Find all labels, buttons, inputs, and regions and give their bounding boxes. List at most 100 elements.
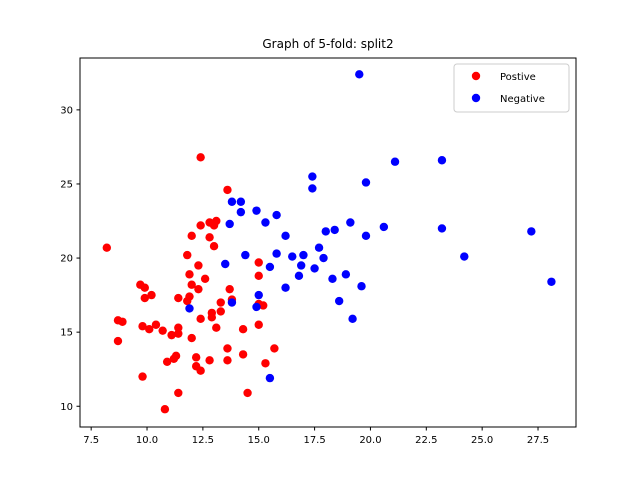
data-point-postive — [174, 388, 183, 398]
data-point-negative — [334, 296, 344, 306]
plot-area — [79, 57, 577, 428]
data-point-negative — [390, 157, 400, 166]
y-tick-label: 20 — [60, 254, 73, 265]
series-layer — [102, 70, 556, 414]
data-point-postive — [196, 153, 205, 162]
data-point-negative — [241, 250, 250, 260]
data-point-negative — [236, 197, 246, 206]
data-point-negative — [361, 178, 371, 187]
y-tick-label: 25 — [60, 179, 73, 190]
data-point-postive — [174, 323, 183, 332]
legend-marker-postive — [471, 71, 481, 81]
data-point-negative — [460, 252, 469, 261]
axes-frame — [79, 57, 577, 428]
data-point-negative — [330, 225, 339, 235]
legend-label-negative: Negative — [500, 94, 545, 105]
data-point-postive — [212, 216, 221, 226]
data-point-negative — [236, 207, 246, 217]
data-point-negative — [310, 264, 319, 273]
data-point-postive — [207, 313, 217, 322]
data-point-postive — [185, 292, 194, 301]
data-point-postive — [140, 283, 149, 292]
chart-title: Graph of 5-fold: split2 — [262, 37, 393, 51]
data-point-postive — [196, 221, 205, 230]
data-point-postive — [194, 261, 203, 270]
data-point-postive — [196, 366, 205, 375]
data-point-postive — [194, 284, 203, 294]
y-axis: 10 15 20 25 30 — [60, 105, 80, 413]
legend-box — [453, 63, 570, 113]
data-point-postive — [187, 333, 196, 343]
legend-marker-negative — [471, 93, 481, 103]
legend-label-postive: Postive — [500, 72, 536, 83]
data-point-postive — [254, 271, 263, 281]
data-point-postive — [212, 323, 221, 332]
data-point-negative — [221, 259, 230, 269]
data-point-postive — [102, 243, 112, 252]
x-tick-label: 22.5 — [415, 435, 437, 446]
data-point-negative — [314, 243, 324, 252]
data-point-postive — [138, 322, 147, 331]
data-point-postive — [147, 290, 156, 300]
y-tick-label: 30 — [60, 105, 73, 116]
x-tick-label: 17.5 — [303, 435, 325, 446]
data-point-postive — [113, 336, 123, 346]
data-point-negative — [252, 206, 261, 215]
data-point-postive — [158, 326, 167, 335]
data-point-postive — [216, 307, 225, 316]
data-point-postive — [140, 293, 149, 303]
data-point-postive — [167, 330, 176, 340]
data-point-negative — [328, 274, 337, 284]
data-point-negative — [281, 231, 290, 241]
data-point-postive — [216, 298, 225, 307]
data-point-postive — [171, 351, 181, 361]
series-negative — [185, 70, 556, 383]
series-postive — [102, 153, 279, 414]
data-point-negative — [357, 282, 366, 291]
x-axis: 7.5 10.0 12.5 15.0 17.5 20.0 22.5 25.0 27.5 — [83, 427, 549, 446]
data-point-negative — [294, 271, 304, 281]
data-point-negative — [346, 218, 355, 227]
data-point-negative — [227, 197, 237, 206]
data-point-negative — [296, 261, 306, 270]
data-point-postive — [223, 185, 232, 195]
data-point-negative — [437, 224, 447, 233]
data-point-negative — [288, 252, 297, 261]
data-point-postive — [205, 233, 214, 242]
x-tick-label: 15.0 — [248, 435, 270, 446]
data-point-negative — [261, 218, 270, 227]
data-point-negative — [254, 290, 263, 300]
data-point-postive — [205, 356, 214, 365]
x-tick-label: 20.0 — [359, 435, 381, 446]
data-point-postive — [225, 284, 234, 294]
data-point-postive — [259, 301, 268, 310]
data-point-negative — [341, 270, 351, 279]
data-point-negative — [272, 249, 281, 258]
data-point-postive — [160, 405, 170, 414]
data-point-negative — [379, 222, 389, 232]
data-point-negative — [308, 172, 317, 181]
data-point-postive — [243, 388, 252, 398]
data-point-postive — [261, 359, 270, 368]
data-point-negative — [225, 219, 234, 229]
data-point-negative — [185, 304, 194, 313]
data-point-postive — [162, 357, 172, 366]
data-point-postive — [174, 329, 183, 338]
data-point-postive — [118, 317, 127, 326]
data-point-postive — [200, 274, 210, 284]
data-point-negative — [265, 262, 275, 272]
y-tick-label: 15 — [60, 328, 73, 339]
data-point-postive — [238, 350, 248, 359]
data-point-postive — [151, 320, 161, 329]
data-point-negative — [348, 314, 357, 324]
data-point-postive — [187, 231, 196, 241]
data-point-negative — [527, 227, 536, 236]
legend: Postive Negative — [453, 63, 570, 113]
data-point-negative — [437, 156, 447, 165]
data-point-postive — [183, 250, 192, 260]
data-point-postive — [191, 353, 201, 362]
data-point-negative — [319, 253, 328, 263]
x-tick-label: 10.0 — [136, 435, 158, 446]
data-point-negative — [308, 184, 317, 193]
